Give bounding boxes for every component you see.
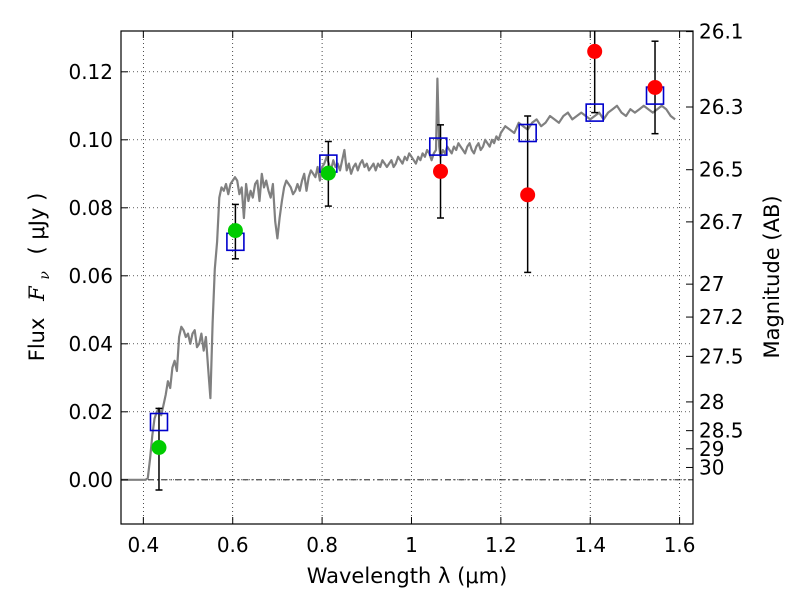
observed-marginal-point [520, 187, 536, 203]
magnitude-tick-label: 26.1 [699, 20, 744, 44]
x-tick-label: 1 [405, 533, 418, 557]
x-tick-label: 1.2 [485, 533, 517, 557]
y-tick-label: 0.02 [68, 400, 113, 424]
magnitude-tick-label: 26.3 [699, 95, 744, 119]
observed-detected-point [320, 165, 336, 181]
model-photometry-square [149, 412, 169, 432]
ticks-layer: 0.4 0.6 0.8 1 1.2 1.4 1.6 0.00 0.02 0.04 0.06 0.08 0… [68, 20, 743, 557]
y-tick-label: 0.08 [68, 196, 113, 220]
y-axis-title-word: Flux [25, 318, 49, 362]
plot-background [121, 31, 693, 524]
x-tick-label: 0.6 [217, 533, 249, 557]
x-tick-label: 1.6 [664, 533, 696, 557]
y-axis-title-symbol: F [25, 285, 49, 302]
magnitude-tick-label: 27 [699, 272, 724, 296]
magnitude-tick-label: 30 [699, 455, 724, 479]
model-spectrum-line [121, 77, 676, 481]
y-tick-label: 0.04 [68, 332, 113, 356]
y-axis-title-unit: ( μJy ) [25, 193, 49, 255]
y-tick-label: 0.10 [68, 128, 113, 152]
y-axis-title-subscript: ν [37, 271, 53, 280]
plot-frame [120, 30, 694, 525]
observed-marginal-point [647, 79, 663, 95]
magnitude-tick-label: 29 [699, 437, 724, 461]
model-photometry-square [585, 103, 604, 122]
x-tick-label: 0.4 [127, 533, 159, 557]
observed-marginal-point [587, 43, 603, 59]
x-tick-label: 1.4 [574, 533, 606, 557]
x-tick-label: 0.8 [306, 533, 338, 557]
observed-detected-point [227, 223, 243, 239]
observed-marginal-point [433, 163, 449, 179]
magnitude-tick-label: 28.5 [699, 419, 744, 443]
y-tick-label: 0.12 [68, 60, 113, 84]
magnitude-tick-label: 27.2 [699, 305, 744, 329]
observed-photometry-layer [151, 43, 663, 455]
x-axis-title: Wavelength λ (μm) [307, 564, 508, 588]
model-spectrum-layer [121, 77, 676, 481]
model-photometry-square [428, 137, 448, 156]
magnitude-tick-label: 28 [699, 390, 724, 414]
magnitude-axis-title: Magnitude (AB) [760, 195, 784, 358]
y-tick-label: 0.06 [68, 264, 113, 288]
magnitude-tick-label: 26.7 [699, 210, 744, 234]
magnitude-tick-label: 26.5 [699, 158, 744, 182]
magnitude-tick-label: 27.5 [699, 344, 744, 368]
observed-detected-point [151, 440, 167, 455]
model-photometry-square [518, 123, 537, 143]
y-axis-title: Flux F ν ( μJy ) [25, 193, 54, 362]
y-tick-label: 0.00 [68, 468, 113, 492]
